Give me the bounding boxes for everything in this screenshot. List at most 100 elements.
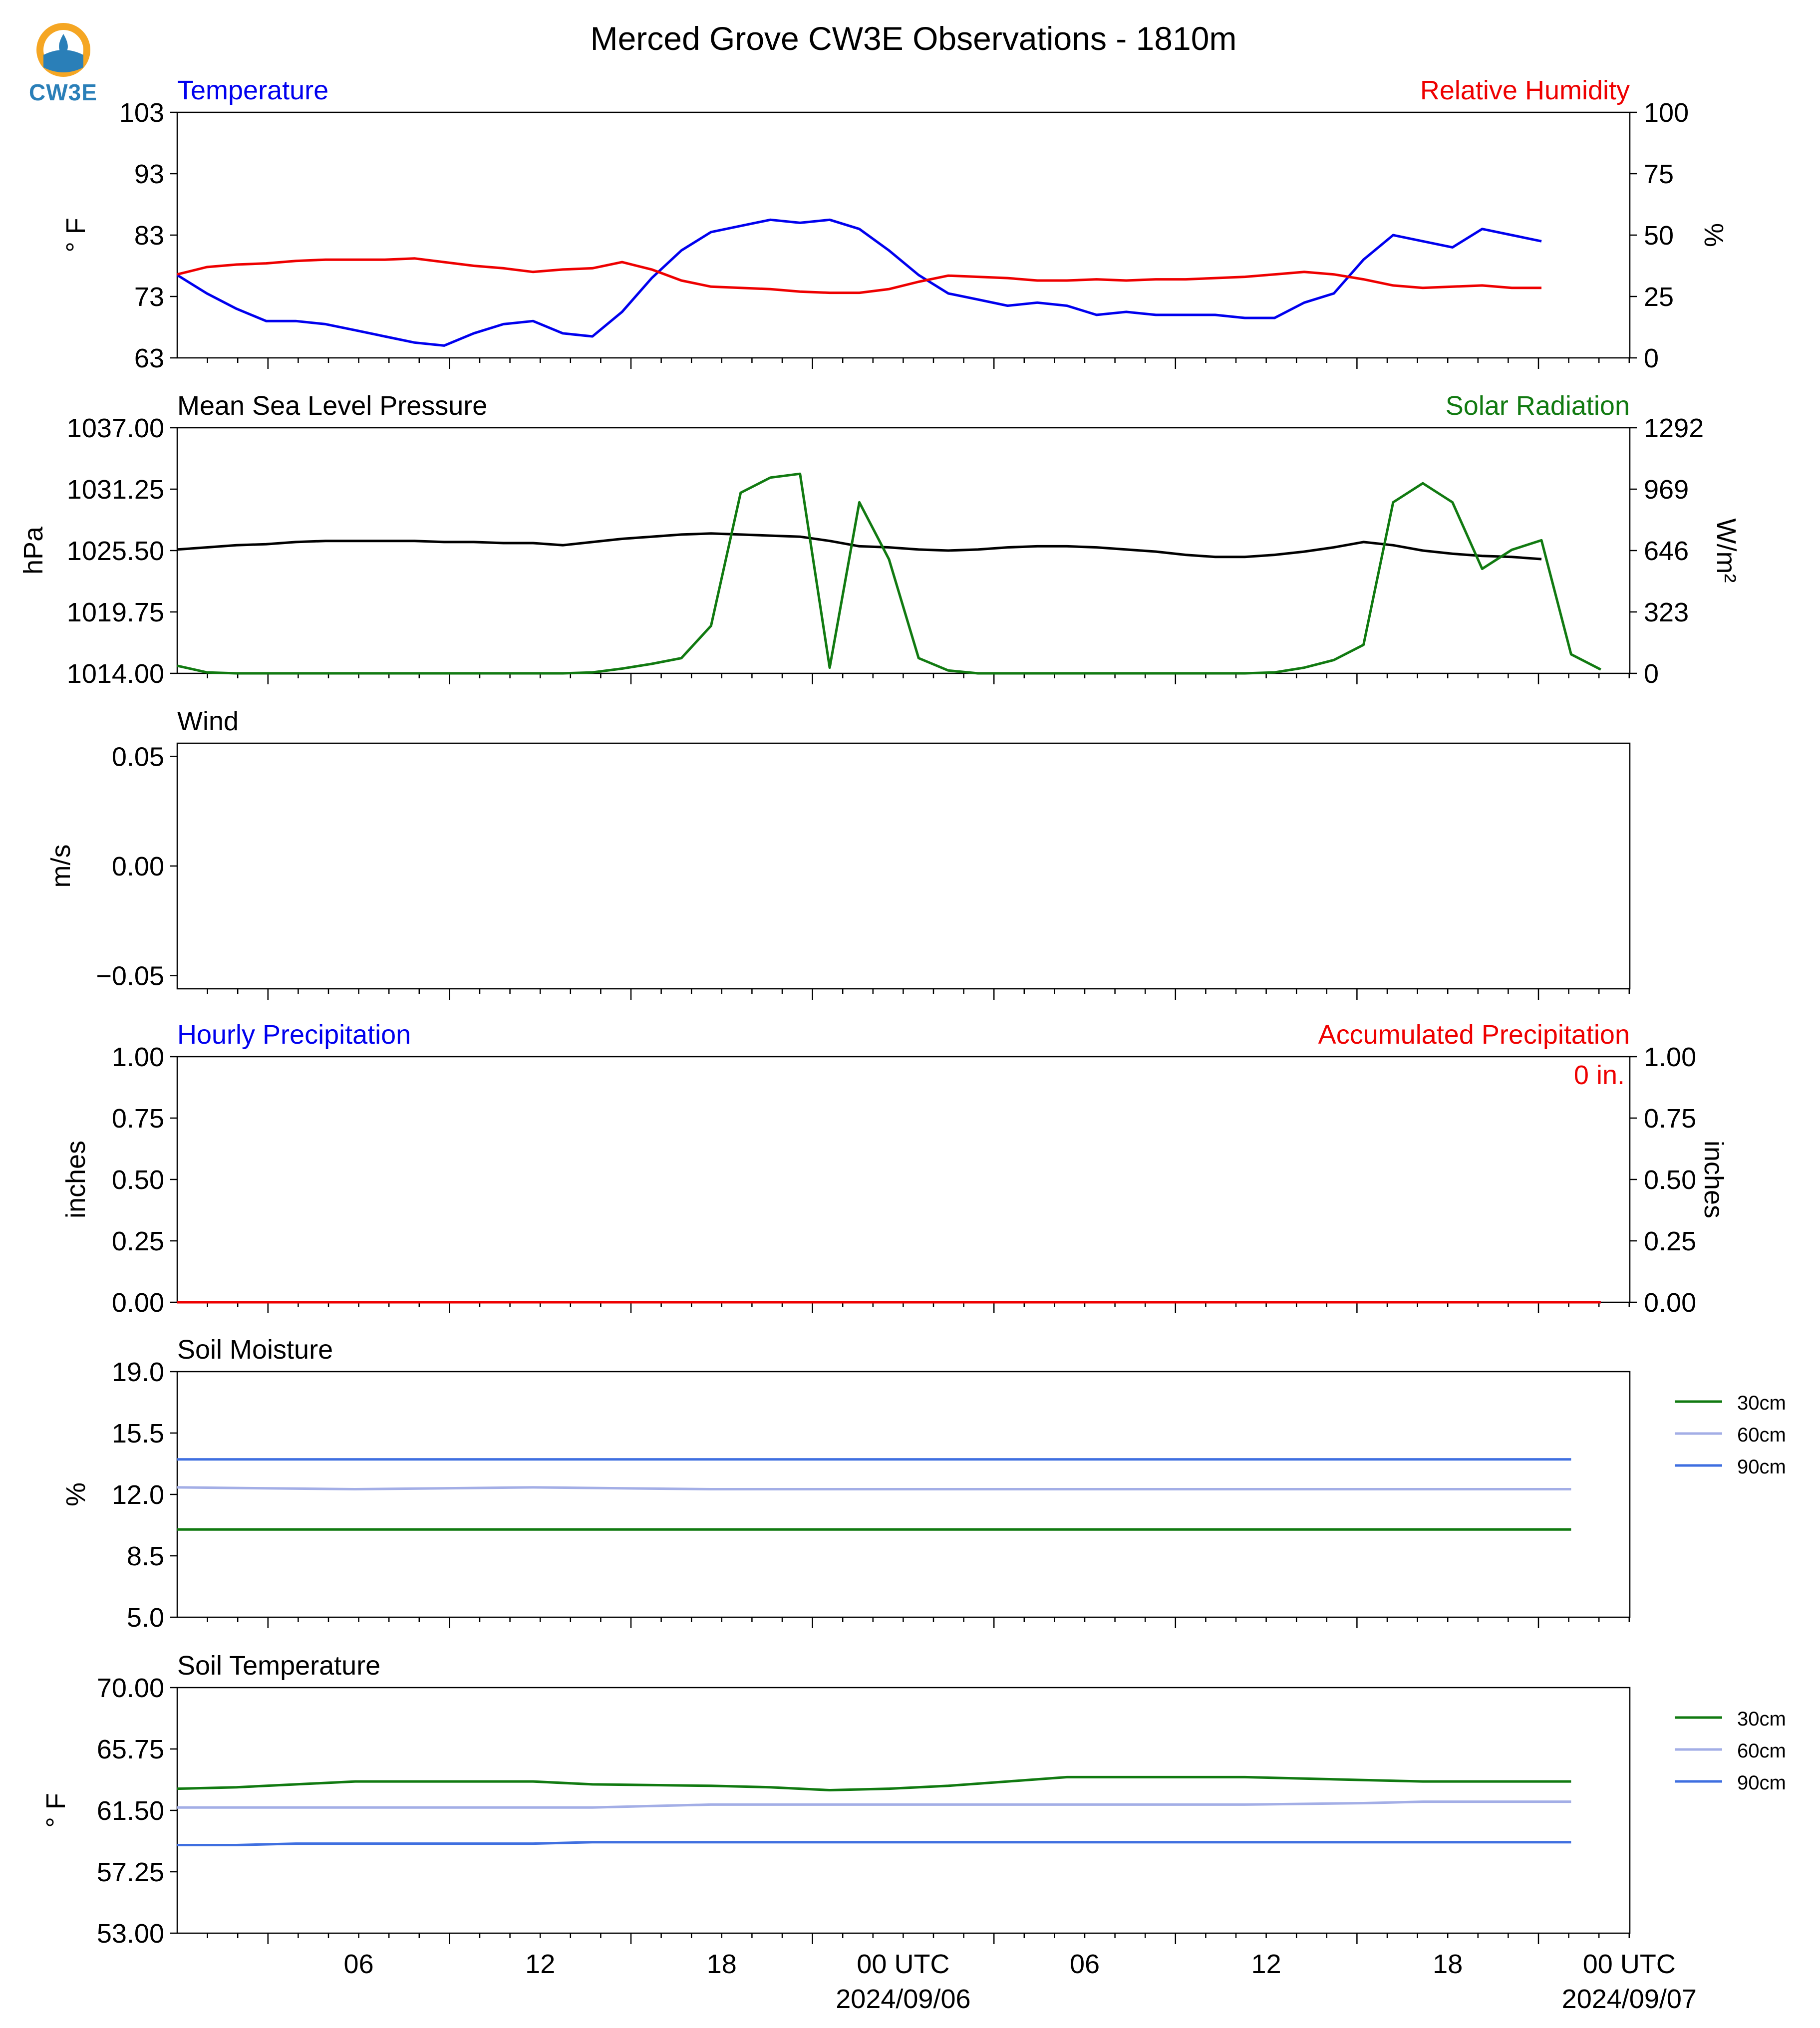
y-tick-label: 93 [134,159,164,189]
y-axis-label: ° F [41,1793,71,1828]
x-tick-label: 00 UTC [1583,1949,1676,1979]
y-tick-label: 1031.25 [67,475,164,505]
y-tick-label-right: 1292 [1644,413,1704,443]
y-tick-label-right: 75 [1644,159,1674,189]
x-tick-label: 00 UTC [857,1949,949,1979]
y-tick-label: 1.00 [112,1042,164,1072]
y-tick-label: 103 [119,98,164,128]
y-tick-label: 61.50 [97,1796,164,1826]
series-line-60cm [177,1486,1571,1490]
y-tick-label: 53.00 [97,1919,164,1949]
y-tick-label: 0.00 [112,1288,164,1318]
y-tick-label: 73 [134,282,164,312]
legend-label: 90cm [1737,1772,1786,1794]
y-axis-label: m/s [46,845,76,888]
x-tick-label: 06 [1070,1949,1100,1979]
y-tick-label-right: 50 [1644,221,1674,251]
panel-frame [176,1056,1631,1303]
y-tick-label: 1025.50 [67,536,164,566]
panel-frame [176,427,1631,674]
x-tick-label: 18 [1433,1949,1463,1979]
panel-frame [176,1371,1631,1618]
cw3e-logo [26,20,101,107]
y-axis-label-right: W/m² [1711,519,1741,583]
x-tick-label: 12 [525,1949,555,1979]
y-tick-label: 0.05 [112,742,164,772]
series-line-temperature [177,220,1601,345]
y-tick-label-right: 969 [1644,475,1689,505]
y-tick-label-right: 0.25 [1644,1226,1696,1256]
y-tick-label: 63 [134,343,164,373]
y-tick-label-right: 646 [1644,536,1689,566]
logo-text: CW3E [29,79,97,105]
y-tick-label-right: 323 [1644,597,1689,627]
panel-wind [170,742,1631,1000]
y-tick-label-right: 0.50 [1644,1165,1696,1195]
y-tick-label: 15.5 [112,1419,164,1449]
y-tick-label: −0.05 [96,961,164,991]
y-tick-label: 19.0 [112,1357,164,1387]
y-axis-label: hPa [18,526,48,575]
panel-title-left: Mean Sea Level Pressure [177,391,487,421]
y-tick-label: 57.25 [97,1857,164,1887]
legend-label: 60cm [1737,1740,1786,1762]
series-line-90cm [177,1841,1571,1846]
y-tick-label-right: 0.00 [1644,1288,1696,1318]
y-tick-label: 1019.75 [67,597,164,627]
series-line-relative-humidity [177,259,1601,293]
panel-frame [176,742,1631,990]
y-axis-label: % [61,1482,91,1506]
y-axis-label-right: % [1699,223,1729,247]
y-tick-label: 8.5 [127,1541,164,1571]
series-line-60cm [177,1800,1571,1809]
y-tick-label: 0.00 [112,852,164,881]
y-tick-label: 12.0 [112,1480,164,1510]
x-date-label: 2024/09/06 [836,1984,970,2014]
legend-label: 30cm [1737,1392,1786,1414]
y-tick-label: 0.50 [112,1165,164,1195]
y-tick-label-right: 0 [1644,343,1659,373]
panel-title-left: Soil Temperature [177,1651,380,1681]
y-tick-label: 65.75 [97,1735,164,1764]
series-line-30cm [177,1775,1571,1791]
y-axis-label-right: inches [1699,1141,1729,1218]
panel-title-left: Temperature [177,75,328,105]
series-line-solar-radiation [177,472,1601,675]
y-tick-label-right: 0 [1644,659,1659,689]
panel-frame [176,111,1631,359]
panel-pressure_solar [170,427,1637,684]
y-tick-label-right: 100 [1644,98,1689,128]
y-tick-label-right: 25 [1644,282,1674,312]
panel-title-right: Solar Radiation [1446,391,1630,421]
panel-title-right: Relative Humidity [1420,75,1630,105]
y-tick-label: 0.25 [112,1226,164,1256]
y-tick-label: 0.75 [112,1104,164,1134]
panel-precipitation [170,1056,1637,1313]
y-tick-label: 83 [134,221,164,251]
panel-soil_moisture [170,1371,1631,1628]
x-tick-label: 06 [344,1949,374,1979]
x-date-label: 2024/09/07 [1562,1984,1697,2014]
y-tick-label-right: 1.00 [1644,1042,1696,1072]
panel-temperature_rh [170,111,1637,369]
figure-title: Merced Grove CW3E Observations - 1810m [591,20,1237,57]
accumulated-total-label: 0 in. [1574,1060,1625,1090]
panel-title-left: Soil Moisture [177,1335,333,1365]
panel-title-right: Accumulated Precipitation [1318,1020,1630,1050]
y-tick-label: 1037.00 [67,413,164,443]
panel-frame [176,1687,1631,1934]
legend-label: 30cm [1737,1708,1786,1730]
x-tick-label: 12 [1251,1949,1281,1979]
panel-title-left: Wind [177,706,239,736]
panel-title-left: Hourly Precipitation [177,1020,411,1050]
y-tick-label: 1014.00 [67,659,164,689]
y-axis-label: inches [61,1141,91,1218]
legend-label: 60cm [1737,1424,1786,1446]
legend-label: 90cm [1737,1456,1786,1478]
y-axis-label: ° F [61,218,91,253]
y-tick-label-right: 0.75 [1644,1104,1696,1134]
panel-soil_temperature [170,1687,1631,1944]
y-tick-label: 5.0 [127,1603,164,1633]
y-tick-label: 70.00 [97,1673,164,1703]
